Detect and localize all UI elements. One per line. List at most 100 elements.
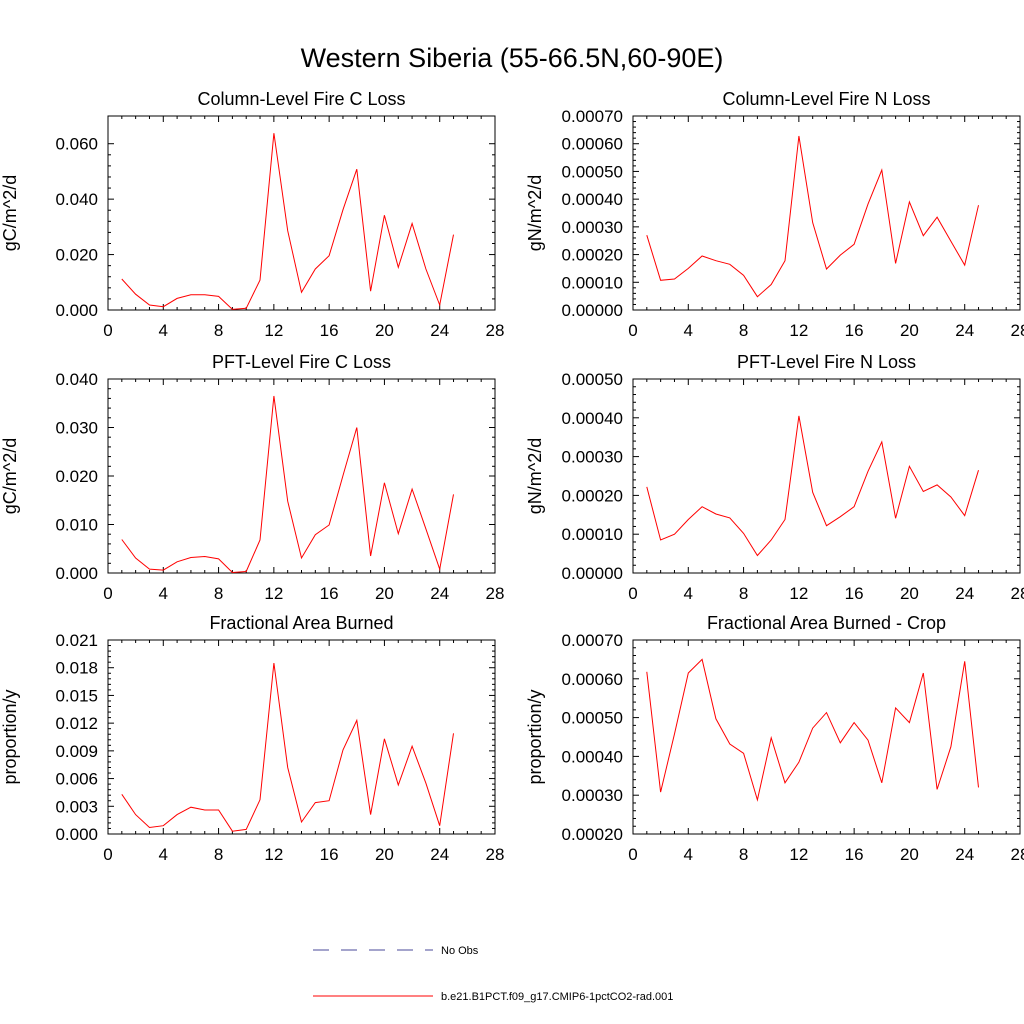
- x-tick-label: 16: [320, 584, 339, 603]
- y-tick-label: 0.00010: [562, 273, 623, 292]
- plot-frame: [632, 115, 1021, 311]
- x-tick-label: 12: [264, 845, 283, 864]
- series-line: [121, 663, 454, 832]
- y-tick-label: 0.030: [55, 419, 98, 438]
- x-tick-label: 0: [628, 584, 637, 603]
- y-tick-label: 0.00030: [562, 786, 623, 805]
- x-tick-label: 20: [375, 321, 394, 340]
- x-tick-label: 24: [430, 584, 449, 603]
- x-tick-label: 16: [320, 845, 339, 864]
- x-tick-label: 0: [103, 321, 112, 340]
- y-axis-label: gC/m^2/d: [0, 438, 20, 514]
- y-tick-label: 0.000: [55, 564, 98, 583]
- x-tick-label: 16: [320, 321, 339, 340]
- panels: 0 4 8 12 16 20 24 28 0.000 0.020 0.040 0.060 Column-…: [0, 89, 1024, 864]
- chart-panel-1: 0 4 8 12 16 20 24 28 0.000 0.020 0.040 0.060 Column-…: [0, 89, 504, 340]
- x-tick-label: 8: [214, 321, 223, 340]
- y-tick-label: 0.00010: [562, 525, 623, 544]
- x-tick-label: 8: [214, 584, 223, 603]
- x-tick-label: 20: [900, 321, 919, 340]
- y-tick-label: 0.020: [55, 467, 98, 486]
- y-tick-label: 0.015: [55, 686, 98, 705]
- x-tick-label: 20: [375, 845, 394, 864]
- x-tick-label: 12: [264, 584, 283, 603]
- x-tick-label: 16: [845, 321, 864, 340]
- panel-title: Column-Level Fire N Loss: [722, 89, 930, 109]
- y-tick-label: 0.010: [55, 516, 98, 535]
- chart-panel-4: 0 4 8 12 16 20 24 28 0.00000 0.00010 0.00020 0.0003…: [525, 352, 1024, 603]
- plot-frame: [107, 115, 496, 311]
- legend-obs-label: No Obs: [441, 945, 479, 957]
- y-tick-label: 0.00050: [562, 162, 623, 181]
- figure-title: Western Siberia (55-66.5N,60-90E): [301, 43, 724, 73]
- y-tick-label: 0.00000: [562, 564, 623, 583]
- x-tick-label: 28: [486, 584, 505, 603]
- series-line: [646, 658, 979, 802]
- x-tick-label: 12: [789, 584, 808, 603]
- y-tick-label: 0.00000: [562, 301, 623, 320]
- x-tick-label: 4: [159, 584, 168, 603]
- y-tick-label: 0.00050: [562, 370, 623, 389]
- plot-frame: [107, 639, 496, 835]
- x-tick-label: 24: [955, 584, 974, 603]
- y-axis-label: proportion/y: [0, 689, 20, 784]
- x-tick-label: 16: [845, 584, 864, 603]
- series-line: [646, 135, 979, 298]
- x-tick-label: 28: [486, 845, 505, 864]
- chart-panel-6: 0 4 8 12 16 20 24 28 0.00020 0.00030 0.00040 0.0005…: [525, 613, 1024, 864]
- y-tick-label: 0.00070: [562, 107, 623, 126]
- x-tick-label: 4: [159, 845, 168, 864]
- y-axis-label: gC/m^2/d: [0, 175, 20, 251]
- chart-panel-5: 0 4 8 12 16 20 24 28 0.000 0.003 0.006 0.009 0.012 0.…: [0, 613, 504, 864]
- legend: No Obs b.e21.B1PCT.f09_g17.CMIP6-1pctCO2…: [313, 945, 673, 1003]
- x-tick-label: 0: [103, 845, 112, 864]
- y-tick-label: 0.009: [55, 742, 98, 761]
- y-tick-label: 0.000: [55, 825, 98, 844]
- x-tick-label: 16: [845, 845, 864, 864]
- y-tick-label: 0.040: [55, 370, 98, 389]
- y-tick-label: 0.00020: [562, 246, 623, 265]
- y-axis-label: gN/m^2/d: [525, 438, 545, 514]
- chart-panel-2: 0 4 8 12 16 20 24 28 0.00000 0.00010 0.00020 0.0003…: [525, 89, 1024, 340]
- y-axis-label: proportion/y: [525, 689, 545, 784]
- y-tick-label: 0.00040: [562, 190, 623, 209]
- y-tick-label: 0.018: [55, 659, 98, 678]
- x-tick-label: 24: [955, 321, 974, 340]
- plot-frame: [632, 639, 1021, 835]
- x-tick-label: 0: [628, 321, 637, 340]
- series-line: [646, 415, 979, 557]
- y-tick-label: 0.060: [55, 135, 98, 154]
- y-tick-label: 0.006: [55, 770, 98, 789]
- x-tick-label: 12: [264, 321, 283, 340]
- x-tick-label: 20: [900, 845, 919, 864]
- x-tick-label: 28: [1011, 584, 1024, 603]
- chart-panel-3: 0 4 8 12 16 20 24 28 0.000 0.010 0.020 0.030 0.040 PF…: [0, 352, 504, 603]
- legend-model-label: b.e21.B1PCT.f09_g17.CMIP6-1pctCO2-rad.00…: [441, 991, 673, 1003]
- panel-title: Fractional Area Burned: [209, 613, 393, 633]
- x-tick-label: 28: [1011, 845, 1024, 864]
- x-tick-label: 8: [214, 845, 223, 864]
- panel-title: PFT-Level Fire C Loss: [212, 352, 391, 372]
- x-tick-label: 12: [789, 845, 808, 864]
- panel-title: Column-Level Fire C Loss: [197, 89, 405, 109]
- y-tick-label: 0.021: [55, 631, 98, 650]
- x-tick-label: 4: [684, 584, 693, 603]
- x-tick-label: 12: [789, 321, 808, 340]
- x-tick-label: 4: [684, 321, 693, 340]
- y-tick-label: 0.00030: [562, 218, 623, 237]
- x-tick-label: 4: [684, 845, 693, 864]
- x-tick-label: 24: [430, 321, 449, 340]
- y-tick-label: 0.020: [55, 246, 98, 265]
- series-line: [121, 133, 454, 310]
- plot-frame: [632, 378, 1021, 574]
- x-tick-label: 0: [103, 584, 112, 603]
- x-tick-label: 8: [739, 321, 748, 340]
- y-tick-label: 0.00020: [562, 486, 623, 505]
- x-tick-label: 28: [486, 321, 505, 340]
- x-tick-label: 4: [159, 321, 168, 340]
- x-tick-label: 20: [375, 584, 394, 603]
- x-tick-label: 0: [628, 845, 637, 864]
- y-tick-label: 0.00070: [562, 631, 623, 650]
- y-tick-label: 0.003: [55, 797, 98, 816]
